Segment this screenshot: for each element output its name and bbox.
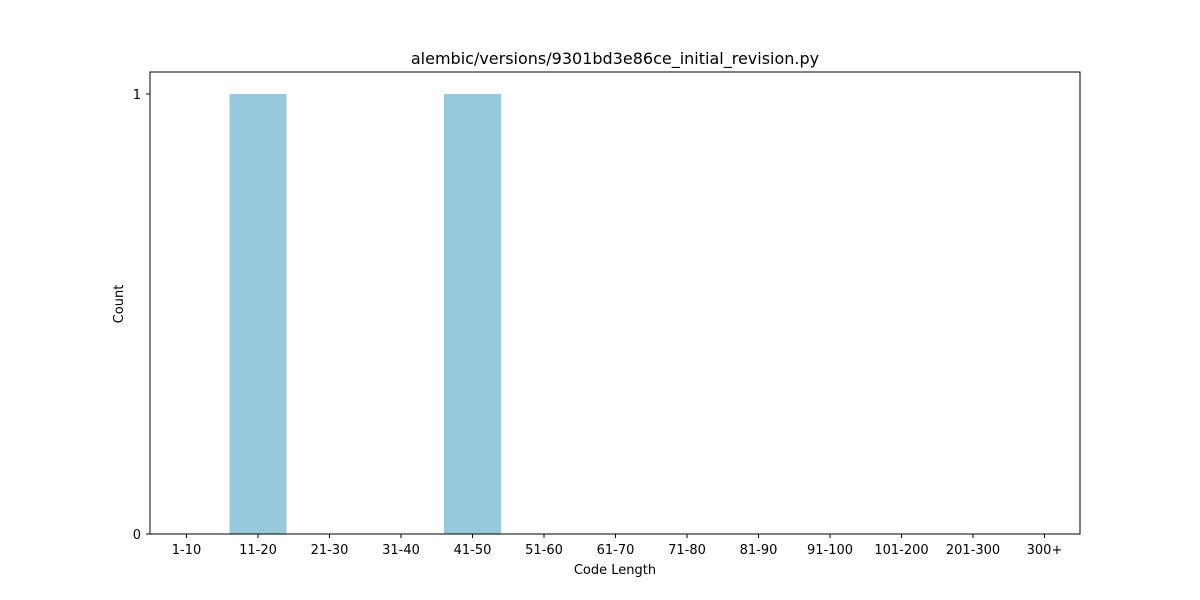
- x-tick-label: 300+: [1027, 543, 1063, 558]
- chart-title: alembic/versions/9301bd3e86ce_initial_re…: [411, 49, 819, 69]
- x-tick-label: 31-40: [382, 543, 420, 558]
- x-tick-label: 101-200: [874, 543, 928, 558]
- x-axis-ticks: 1-10 11-20 21-30 31-40 41-50 51-60 61-70 71-80 8…: [172, 534, 1063, 558]
- x-tick-label: 81-90: [740, 543, 778, 558]
- bars-layer: [229, 94, 501, 534]
- x-tick-label: 1-10: [172, 543, 202, 558]
- y-axis-label: Count: [112, 285, 127, 324]
- y-axis-ticks: 01: [133, 88, 150, 543]
- x-axis-label: Code Length: [574, 563, 656, 578]
- x-tick-label: 51-60: [525, 543, 563, 558]
- x-tick-label: 61-70: [597, 543, 635, 558]
- y-tick-label: 0: [133, 528, 141, 543]
- x-tick-label: 201-300: [946, 543, 1000, 558]
- x-tick-label: 91-100: [807, 543, 853, 558]
- y-tick-label: 1: [133, 88, 141, 103]
- x-tick-label: 71-80: [668, 543, 706, 558]
- x-tick-label: 11-20: [239, 543, 277, 558]
- x-tick-label: 21-30: [311, 543, 349, 558]
- bar-41-50: [444, 94, 501, 534]
- x-tick-label: 41-50: [454, 543, 492, 558]
- plot-frame: [149, 71, 1081, 535]
- bar-11-20: [229, 94, 287, 534]
